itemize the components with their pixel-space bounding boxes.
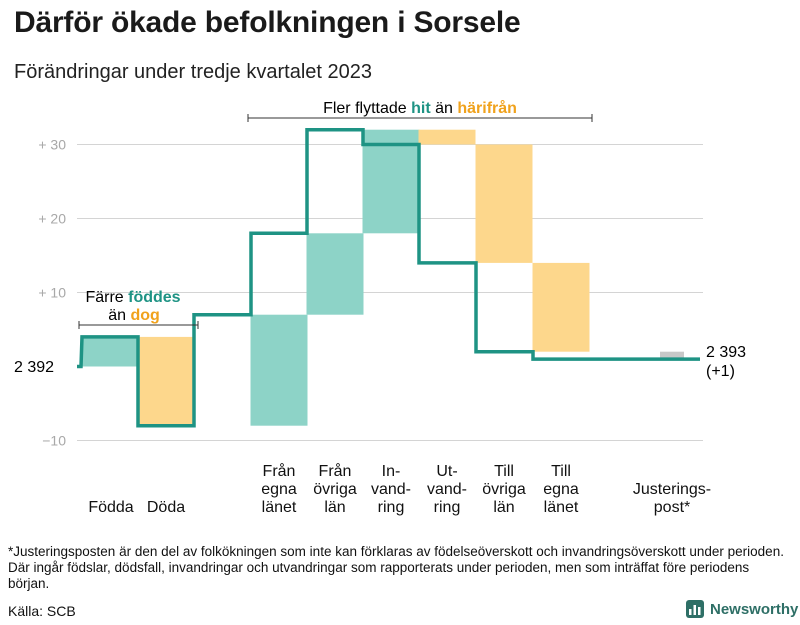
bar-till-övriga-län <box>475 144 533 263</box>
bar-till-egna-länet <box>532 262 590 352</box>
x-category-label: Justerings-post* <box>633 481 711 516</box>
y-tick-label: + 10 <box>38 285 66 301</box>
bar-utvandring <box>418 129 476 145</box>
x-category-label: Födda <box>88 499 133 516</box>
x-category-label: Från övriga län <box>313 462 357 516</box>
x-category-label: In-vand-ring <box>371 463 411 516</box>
footnote: *Justeringsposten är den del av folkökni… <box>8 544 784 591</box>
start-value-label: 2 392 <box>14 359 54 376</box>
bar-justeringspost- <box>660 351 684 360</box>
chart-subtitle: Förändringar under tredje kvartalet 2023 <box>14 61 372 83</box>
x-category-label: Döda <box>147 499 185 516</box>
bar-invandring <box>362 129 420 234</box>
bar-från-egna-länet <box>250 314 308 426</box>
births-annotation-line1: Färre föddes <box>85 289 180 306</box>
x-category-label: Till egna länet <box>543 463 579 516</box>
y-tick-label: + 20 <box>38 211 66 227</box>
x-category-label: Ut-vand-ring <box>427 463 467 516</box>
x-category-label: Från egna länet <box>261 462 297 516</box>
chart-title: Därför ökade befolkningen i Sorsele <box>14 6 521 39</box>
waterfall-step-line <box>77 127 700 428</box>
brand-logo: Newsworthy <box>686 600 798 618</box>
births-annotation-line2: än dog <box>108 307 160 324</box>
bar-födda <box>82 336 140 367</box>
waterfall-chart: + 30 + 20 + 10 −10 Födda Döda Från egna länet Fr… <box>14 99 746 516</box>
y-tick-label: −10 <box>42 433 66 449</box>
newsworthy-icon <box>686 600 704 618</box>
x-category-label: Till övriga län <box>482 463 526 516</box>
source: Källa: SCB <box>8 603 76 619</box>
brand-name: Newsworthy <box>710 600 799 618</box>
end-change-label: (+1) <box>706 363 735 380</box>
bar-från-övriga-län <box>306 233 364 315</box>
bar-döda <box>137 336 195 426</box>
migration-annotation: Fler flyttade hit än härifrån <box>323 99 517 117</box>
end-value-label: 2 393 <box>706 344 746 361</box>
y-tick-label: + 30 <box>38 137 66 153</box>
